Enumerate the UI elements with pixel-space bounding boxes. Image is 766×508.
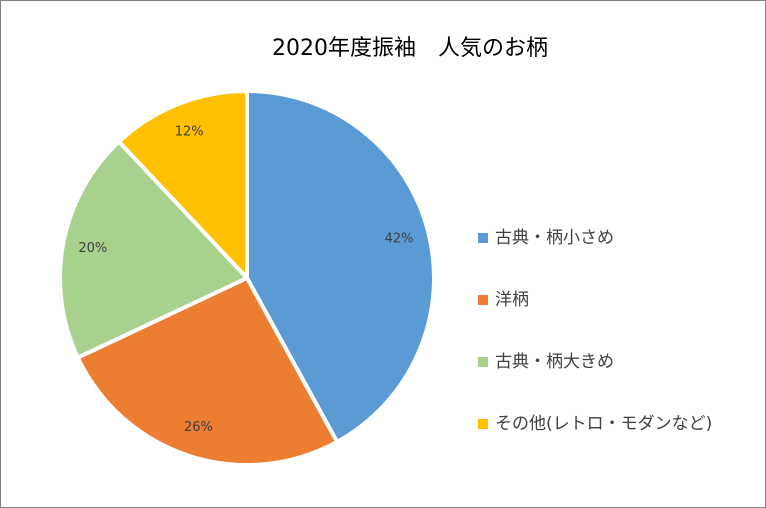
pie-slice <box>75 276 340 467</box>
pie-slice <box>245 89 436 444</box>
pie-slice <box>116 89 249 280</box>
data-label: 42% <box>385 231 414 246</box>
legend-label: 洋柄 <box>495 290 529 310</box>
legend-marker <box>478 419 488 429</box>
legend-label: その他(レトロ・モダンなど) <box>495 414 712 434</box>
legend-label: 古典・柄小さめ <box>495 228 614 248</box>
legend-label: 古典・柄大きめ <box>495 352 614 372</box>
legend-marker <box>478 233 488 243</box>
data-label: 20% <box>78 241 107 256</box>
data-label: 12% <box>175 125 204 140</box>
data-label: 26% <box>184 420 213 435</box>
chart-title: 2020年度振袖 人気のお柄 <box>272 36 548 61</box>
pie-slice <box>58 139 249 360</box>
pie: 42% 26% 20% 12% <box>58 89 436 467</box>
legend-marker <box>478 295 488 305</box>
legend-marker <box>478 357 488 367</box>
